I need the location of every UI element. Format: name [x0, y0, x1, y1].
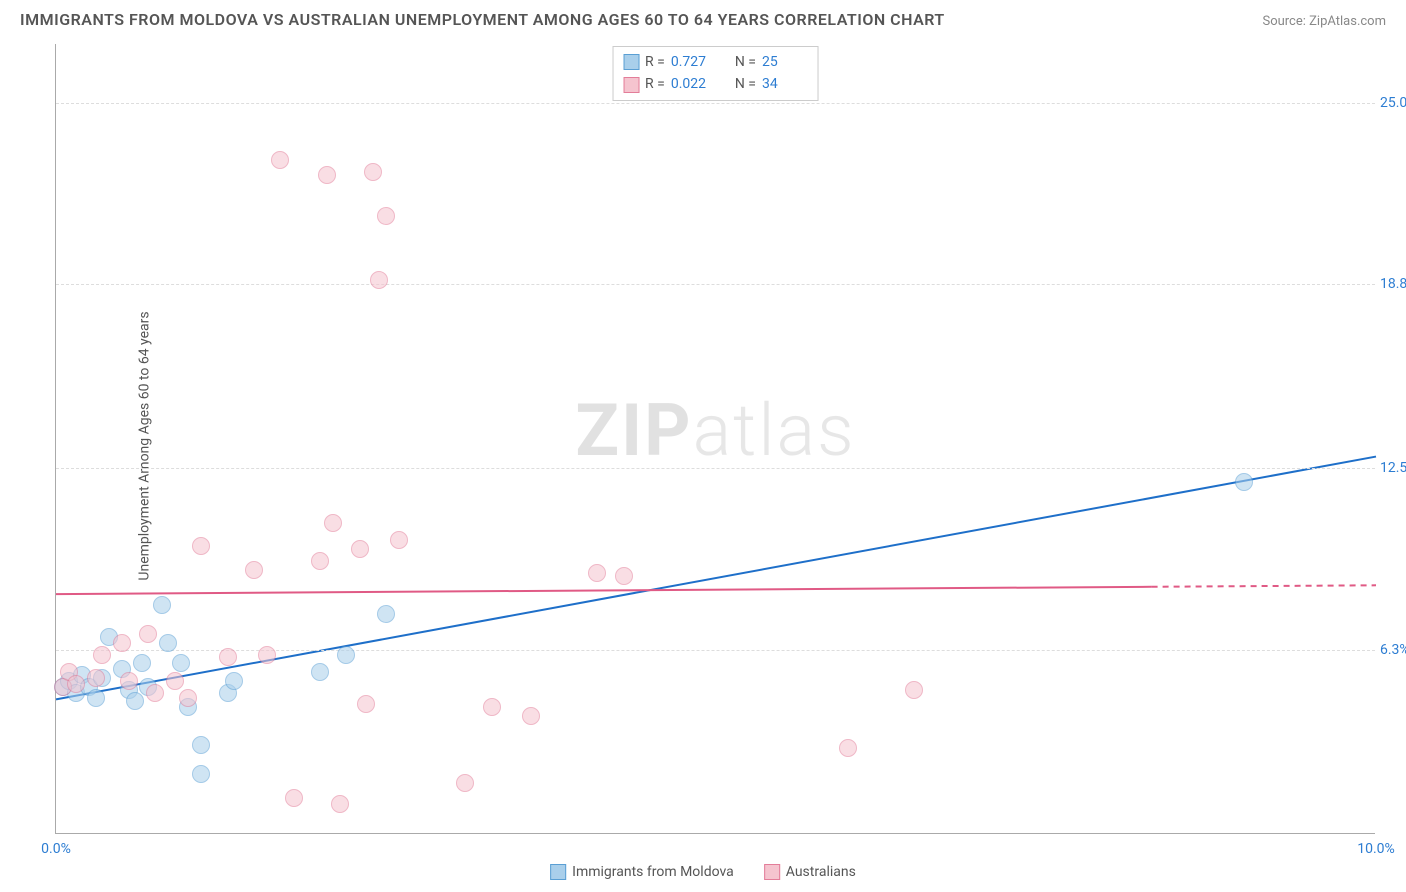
data-point	[67, 675, 85, 693]
data-point	[271, 151, 289, 169]
data-point	[318, 166, 336, 184]
legend-swatch	[623, 77, 639, 93]
legend-swatch	[623, 54, 639, 70]
legend-r-value: 0.727	[671, 51, 717, 73]
data-point	[126, 692, 144, 710]
data-point	[192, 765, 210, 783]
source-label: Source: ZipAtlas.com	[1262, 14, 1386, 29]
data-point	[311, 552, 329, 570]
data-point	[87, 689, 105, 707]
legend-series-item: Immigrants from Moldova	[550, 864, 734, 880]
legend-correlation-stats: R = 0.727 N = 25 R = 0.022 N = 34	[612, 46, 819, 101]
legend-n-label: N =	[735, 73, 756, 95]
legend-series-item: Australians	[764, 864, 856, 880]
legend-n-value: 25	[762, 51, 808, 73]
data-point	[839, 739, 857, 757]
data-point	[166, 672, 184, 690]
data-point	[588, 564, 606, 582]
gridline	[56, 284, 1375, 285]
data-point	[370, 271, 388, 289]
data-point	[285, 789, 303, 807]
data-point	[522, 707, 540, 725]
data-point	[615, 567, 633, 585]
data-point	[351, 540, 369, 558]
trend-line-dashed	[1152, 585, 1376, 586]
correlation-chart: IMMIGRANTS FROM MOLDOVA VS AUSTRALIAN UN…	[0, 0, 1406, 892]
y-tick-label: 18.8%	[1380, 276, 1406, 292]
data-point	[337, 646, 355, 664]
data-point	[324, 514, 342, 532]
data-point	[311, 663, 329, 681]
data-point	[377, 207, 395, 225]
legend-stats-row: R = 0.022 N = 34	[623, 73, 808, 95]
data-point	[159, 634, 177, 652]
x-tick-label: 10.0%	[1357, 841, 1395, 857]
data-point	[139, 625, 157, 643]
data-point	[133, 654, 151, 672]
data-point	[456, 774, 474, 792]
data-point	[146, 684, 164, 702]
data-point	[120, 672, 138, 690]
data-point	[1235, 473, 1253, 491]
y-tick-label: 12.5%	[1380, 460, 1406, 476]
data-point	[357, 695, 375, 713]
data-point	[192, 537, 210, 555]
data-point	[153, 596, 171, 614]
data-point	[113, 634, 131, 652]
legend-stats-row: R = 0.727 N = 25	[623, 51, 808, 73]
x-tick-label: 0.0%	[41, 841, 71, 857]
legend-r-label: R =	[645, 73, 665, 95]
legend-n-value: 34	[762, 73, 808, 95]
gridline	[56, 650, 1375, 651]
legend-r-value: 0.022	[671, 73, 717, 95]
data-point	[364, 163, 382, 181]
data-point	[225, 672, 243, 690]
data-point	[93, 646, 111, 664]
data-point	[905, 681, 923, 699]
data-point	[245, 561, 263, 579]
legend-series-label: Immigrants from Moldova	[572, 864, 734, 880]
gridline	[56, 103, 1375, 104]
trend-line	[56, 587, 1152, 594]
legend-series: Immigrants from Moldova Australians	[550, 864, 856, 880]
data-point	[192, 736, 210, 754]
data-point	[219, 648, 237, 666]
data-point	[390, 531, 408, 549]
data-point	[377, 605, 395, 623]
data-point	[258, 646, 276, 664]
legend-series-label: Australians	[786, 864, 856, 880]
gridline	[56, 468, 1375, 469]
legend-swatch	[764, 864, 780, 880]
chart-title: IMMIGRANTS FROM MOLDOVA VS AUSTRALIAN UN…	[20, 10, 945, 29]
y-tick-label: 6.3%	[1380, 642, 1406, 658]
data-point	[87, 669, 105, 687]
data-point	[172, 654, 190, 672]
data-point	[179, 689, 197, 707]
y-tick-label: 25.0%	[1380, 95, 1406, 111]
data-point	[483, 698, 501, 716]
legend-swatch	[550, 864, 566, 880]
trend-lines-layer	[56, 44, 1375, 833]
legend-n-label: N =	[735, 51, 756, 73]
legend-r-label: R =	[645, 51, 665, 73]
data-point	[331, 795, 349, 813]
plot-area: ZIPatlas R =0.727N =25R =0.022N =34 6.3%…	[55, 44, 1375, 834]
